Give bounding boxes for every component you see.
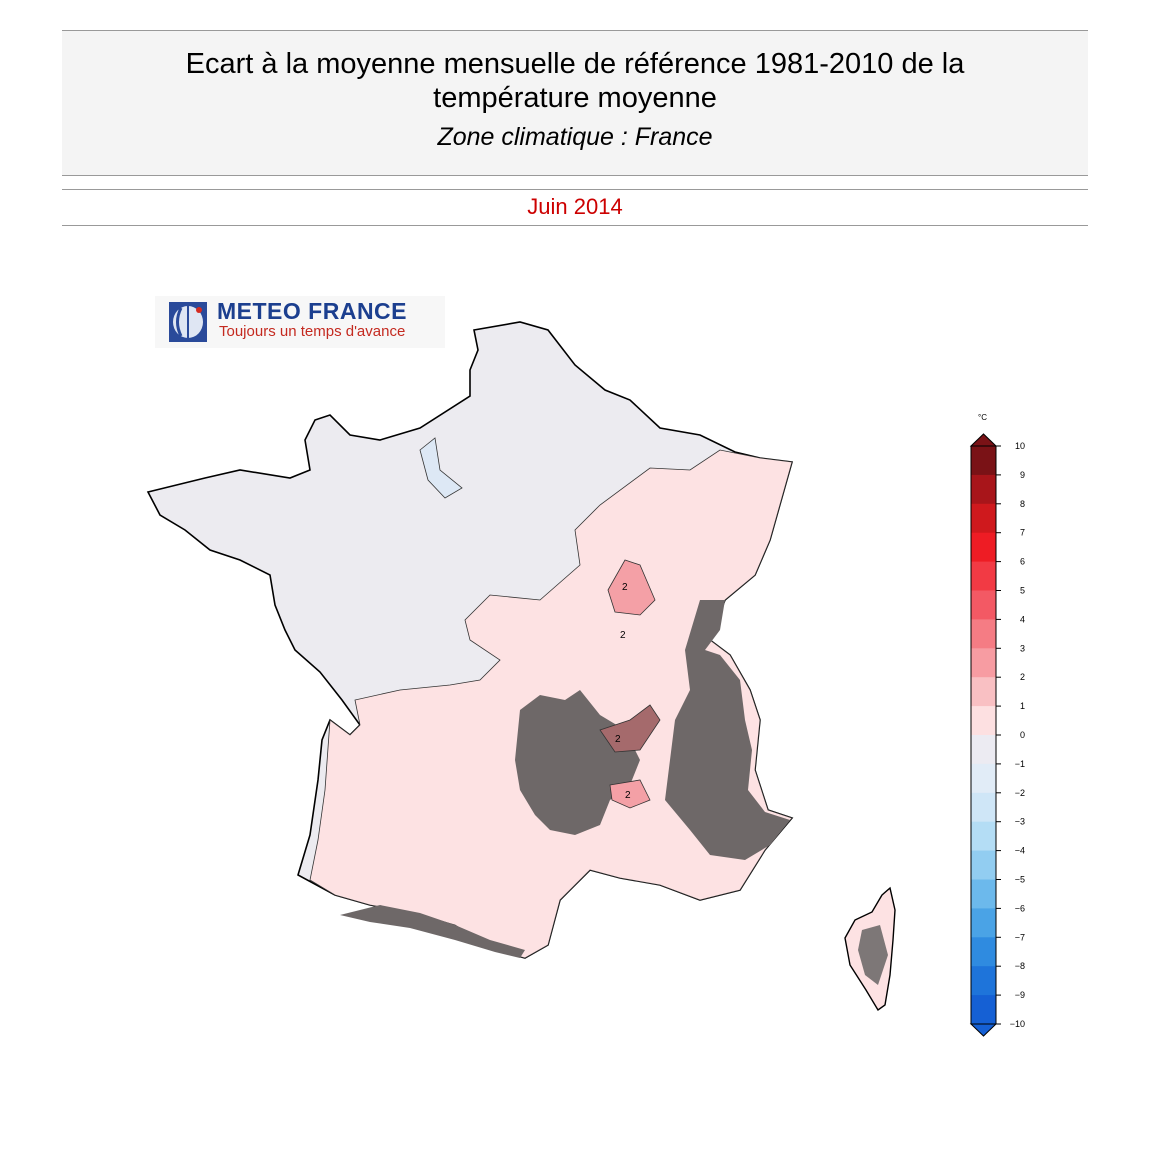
colorbar-tick-label: −8 [1015, 961, 1025, 971]
colorbar-tick-label: 4 [1020, 614, 1025, 624]
contour-label: 2 [625, 790, 631, 801]
colorbar-tick-label: −3 [1015, 817, 1025, 827]
colorbar-tick-label: 9 [1020, 470, 1025, 480]
colorbar-tick-label: 8 [1020, 499, 1025, 509]
header-panel: Ecart à la moyenne mensuelle de référenc… [62, 30, 1088, 176]
logo-name: METEO FRANCE [217, 298, 407, 324]
meteo-france-logo: METEO FRANCE Toujours un temps d'avance [155, 296, 445, 348]
colorbar-tick-label: −6 [1015, 903, 1025, 913]
colorbar-segment [971, 821, 996, 852]
colorbar-unit: °C [978, 413, 987, 422]
anomaly-zone-plus2-lyon [599, 704, 661, 753]
title-line-1: Ecart à la moyenne mensuelle de référenc… [185, 48, 965, 80]
colorbar-segment [971, 648, 996, 678]
colorbar-tick-label: 1 [1020, 701, 1025, 711]
colorbar-min-arrow [969, 1023, 998, 1037]
anomaly-zone-cool [419, 437, 463, 499]
colorbar-tick-label: 2 [1020, 672, 1025, 682]
alps-relief [665, 600, 790, 860]
colorbar-tick-label: 5 [1020, 586, 1025, 596]
colorbar-segment [971, 532, 996, 563]
page-subtitle: Zone climatique : France [437, 123, 713, 151]
colorbar-segment [971, 937, 996, 967]
colorbar-segment [971, 908, 996, 938]
anomaly-zone-plus2-east [607, 559, 656, 616]
colorbar-tick-label: 10 [1015, 441, 1025, 451]
colorbar-segment [971, 735, 996, 765]
colorbar-segment [971, 879, 996, 909]
colorbar-segment [971, 561, 996, 591]
colorbar-tick-label: 7 [1020, 528, 1025, 538]
massif-central-relief [515, 690, 640, 835]
colorbar-tick-label: −2 [1015, 788, 1025, 798]
pyrenees-relief [340, 905, 525, 958]
colorbar-segment [971, 474, 996, 505]
colorbar-segment [971, 850, 996, 880]
colorbar-segment [971, 763, 996, 794]
colorbar-tick-label: 3 [1020, 643, 1025, 653]
colorbar-tick-label: 6 [1020, 557, 1025, 567]
colorbar-tick-label: −1 [1015, 759, 1025, 769]
colorbar-segment [971, 503, 996, 534]
colorbar-segment [971, 446, 996, 476]
colorbar-tick-label: −10 [1010, 1019, 1025, 1029]
contour-label: 2 [622, 582, 628, 593]
colorbar-segment [971, 677, 996, 707]
page-title: Ecart à la moyenne mensuelle de référenc… [62, 47, 1088, 115]
colorbar-segment [971, 619, 996, 649]
divider-top [62, 189, 1088, 190]
colorbar-segment [971, 995, 996, 1025]
colorbar-tick-label: −5 [1015, 875, 1025, 885]
title-line-2: température moyenne [433, 82, 717, 114]
logo-slogan: Toujours un temps d'avance [219, 323, 406, 340]
colorbar-tick-label: −7 [1015, 932, 1025, 942]
colorbar-tick-label: −4 [1015, 846, 1025, 856]
divider-bottom [62, 225, 1088, 226]
colorbar-segment [971, 792, 996, 823]
colorbar-tick-label: 0 [1020, 730, 1025, 740]
colorbar-tick-label: −9 [1015, 990, 1025, 1000]
colorbar-segment [971, 706, 996, 736]
colorbar-segment [971, 966, 996, 996]
globe-icon [169, 302, 207, 342]
corsica-relief [858, 925, 888, 985]
contour-label: 2 [620, 630, 626, 641]
contour-label: 2 [615, 734, 621, 745]
colorbar-segment [971, 590, 996, 620]
colorbar-max-arrow [969, 433, 998, 447]
anomaly-zone-plus2-south [609, 779, 651, 809]
period-label: Juin 2014 [527, 194, 623, 219]
